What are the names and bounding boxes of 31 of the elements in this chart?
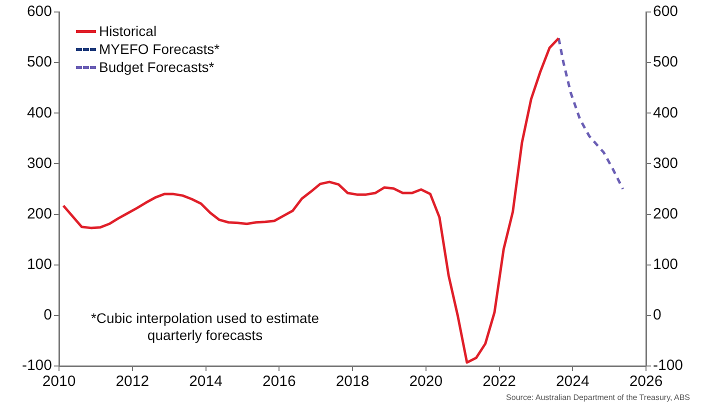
x-tick-label: 2024 xyxy=(556,373,590,390)
y2-tick-label: 200 xyxy=(653,205,678,222)
y2-tick-label: 600 xyxy=(653,3,678,20)
y-tick-label: 400 xyxy=(26,104,52,122)
x-tick-label: 2010 xyxy=(42,373,76,390)
x-tick-label: 2020 xyxy=(409,373,443,390)
y2-tick-label: 500 xyxy=(653,54,678,71)
legend-label: Historical xyxy=(99,22,157,40)
y2-tick-label: 0 xyxy=(653,306,662,324)
source-note: Source: Australian Department of the Treasury, ABS xyxy=(506,393,690,403)
y2-tick-label: 400 xyxy=(653,104,678,122)
y-tick-label: 300 xyxy=(26,154,52,172)
y-tick-label: -100 xyxy=(22,357,52,374)
y-tick-label: 100 xyxy=(26,256,52,273)
y2-tick-label: 100 xyxy=(653,256,678,273)
y-tick-label: 200 xyxy=(26,205,52,222)
x-tick-label: 2014 xyxy=(189,373,222,390)
y-tick-label: 600 xyxy=(26,3,52,20)
x-tick-label: 2012 xyxy=(116,373,150,390)
y2-tick-label: 300 xyxy=(653,154,678,172)
annotation: *Cubic interpolation used to estimate quarterly forecasts xyxy=(90,310,320,344)
legend-label: Budget Forecasts* xyxy=(99,58,214,76)
x-tick-label: 2026 xyxy=(629,373,663,390)
legend-label: MYEFO Forecasts* xyxy=(99,40,220,58)
line-series xyxy=(557,37,624,190)
x-tick-label: 2016 xyxy=(262,373,296,390)
y-tick-label: 500 xyxy=(26,54,52,71)
x-tick-label: 2022 xyxy=(482,373,516,390)
y-tick-label: 0 xyxy=(44,306,52,324)
x-tick-label: 2018 xyxy=(336,373,370,390)
y2-tick-label: -100 xyxy=(653,357,684,374)
